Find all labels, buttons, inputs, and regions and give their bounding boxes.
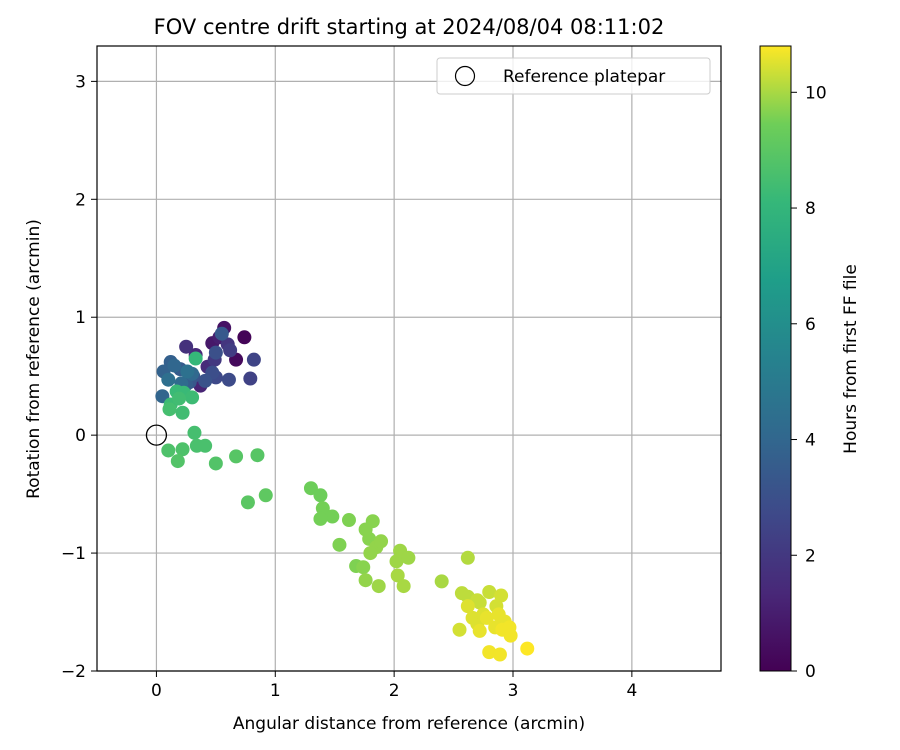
data-point [313,488,328,503]
data-point [185,390,200,405]
data-point [162,402,177,417]
x-tick-label: 2 [389,681,400,701]
data-point [363,546,378,561]
data-point [180,364,195,379]
data-point [494,588,509,603]
data-point [390,568,405,583]
data-point [452,622,467,637]
data-point [460,550,475,565]
plot-frame [96,45,722,672]
data-point [187,425,202,440]
data-points [155,320,535,662]
data-point [223,343,238,358]
data-point [188,351,203,366]
colorbar-ticks: 0 2 4 6 8 10 [791,83,827,682]
data-point [167,358,182,373]
data-point [240,495,255,510]
data-point [358,573,373,588]
y-tick-label: 1 [75,308,86,328]
x-tick-label: 4 [626,681,637,701]
data-point [520,641,535,656]
data-point [198,438,213,453]
x-axis-label: Angular distance from reference (arcmin) [233,714,585,734]
colorbar-tick-label: 4 [805,431,816,451]
x-tick-label: 1 [270,681,281,701]
legend-label: Reference platepar [503,67,665,87]
y-tick-label: −2 [61,662,86,682]
legend: Reference platepar [436,57,711,95]
data-point [503,628,518,643]
data-point [315,501,330,516]
data-point [396,579,411,594]
x-tick-label: 3 [508,681,519,701]
reference-platepar-marker [145,424,168,446]
legend-marker [454,65,476,87]
data-point [374,534,389,549]
colorbar-label: Hours from first FF file [841,264,861,454]
data-point [460,599,475,614]
data-point [175,442,190,457]
data-point [246,352,261,367]
data-point [482,645,497,660]
data-point [472,623,487,638]
colorbar-tick-label: 2 [805,546,816,566]
y-tick-label: 3 [75,72,86,92]
data-point [208,345,223,360]
data-point [313,511,328,526]
reference-marker-group [145,424,168,446]
legend-box [436,57,711,95]
chart-title: FOV centre drift starting at 2024/08/04 … [154,15,665,39]
y-tick-label: 2 [75,190,86,210]
y-tick-label: −1 [61,544,86,564]
y-tick-label: 0 [75,426,86,446]
data-point [161,372,176,387]
data-point [341,513,356,528]
data-point [389,554,404,569]
colorbar: 0 2 4 6 8 10 Hours from first FF file [759,45,861,682]
colorbar-tick-label: 8 [805,199,816,219]
x-tick-label: 0 [151,681,162,701]
data-point [258,488,273,503]
data-point [237,330,252,345]
data-point [479,610,494,625]
y-axis-ticks: −2 −1 0 1 2 3 [61,72,97,682]
data-point [170,454,185,469]
data-point [492,647,507,662]
data-point [472,595,487,610]
data-point [250,448,265,463]
data-point [208,456,223,471]
colorbar-gradient [759,45,792,672]
data-point [179,339,194,354]
data-point [172,391,187,406]
data-point [434,574,449,589]
data-point [229,449,244,464]
data-point [221,372,236,387]
data-point [332,537,347,552]
data-point [482,584,497,599]
x-axis-ticks: 0 1 2 3 4 [151,671,637,701]
y-axis-label: Rotation from reference (arcmin) [24,219,44,499]
colorbar-tick-label: 0 [805,662,816,682]
colorbar-tick-label: 10 [805,83,827,103]
data-point [214,326,229,341]
data-point [401,550,416,565]
data-point [365,514,380,529]
data-point [175,405,190,420]
colorbar-tick-label: 6 [805,315,816,335]
data-point [161,443,176,458]
data-point [325,509,340,524]
data-point [356,560,371,575]
data-point [243,371,258,386]
data-point [198,373,213,388]
data-point [371,579,386,594]
